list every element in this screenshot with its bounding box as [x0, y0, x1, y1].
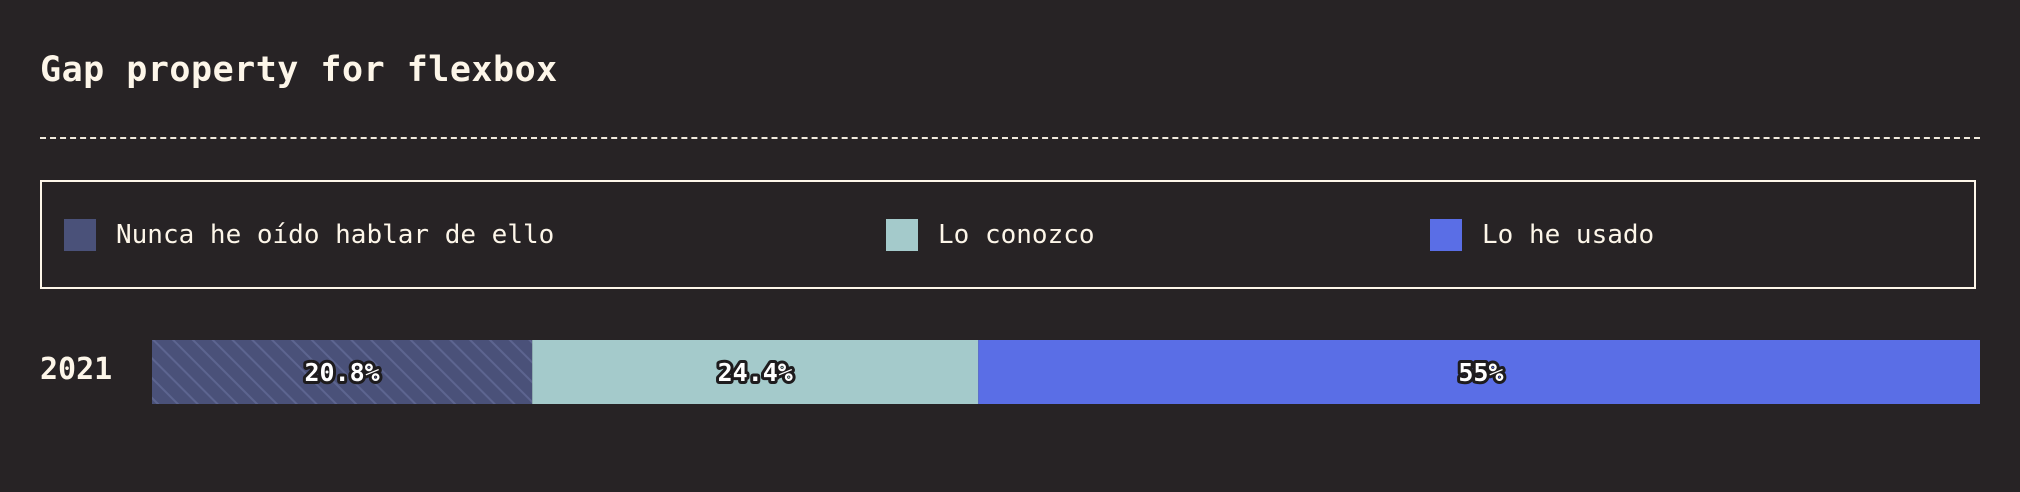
bar-segment-know-it[interactable]: [532, 340, 979, 404]
category-label-2021: 2021: [40, 352, 113, 387]
legend-label-used-it: Lo he usado: [1482, 220, 1655, 250]
legend-swatch-used-it: [1430, 219, 1462, 251]
legend-item-never-heard[interactable]: Nunca he oído hablar de ello: [64, 219, 554, 251]
data-label-never-heard: 20.8%: [304, 358, 379, 387]
data-label-know-it: 24.4%: [718, 358, 793, 387]
data-label-used-it: 55%: [1458, 358, 1503, 387]
legend-swatch-know-it: [886, 219, 918, 251]
stacked-bar-chart: 20.8% 24.4% 55%: [152, 340, 1980, 404]
chart-legend: Nunca he oído hablar de ello Lo conozco …: [40, 180, 1976, 289]
legend-item-know-it[interactable]: Lo conozco: [886, 219, 1095, 251]
bar-segment-used-it[interactable]: [978, 340, 1980, 404]
bar-segment-never-heard[interactable]: [152, 340, 533, 404]
title-divider: [40, 137, 1980, 139]
legend-label-never-heard: Nunca he oído hablar de ello: [116, 220, 555, 250]
legend-item-used-it[interactable]: Lo he usado: [1430, 219, 1654, 251]
bar-row-2021: 20.8% 24.4% 55%: [152, 340, 1980, 404]
legend-label-know-it: Lo conozco: [938, 220, 1095, 250]
chart-title: Gap property for flexbox: [40, 50, 558, 90]
legend-swatch-never-heard: [64, 219, 96, 251]
